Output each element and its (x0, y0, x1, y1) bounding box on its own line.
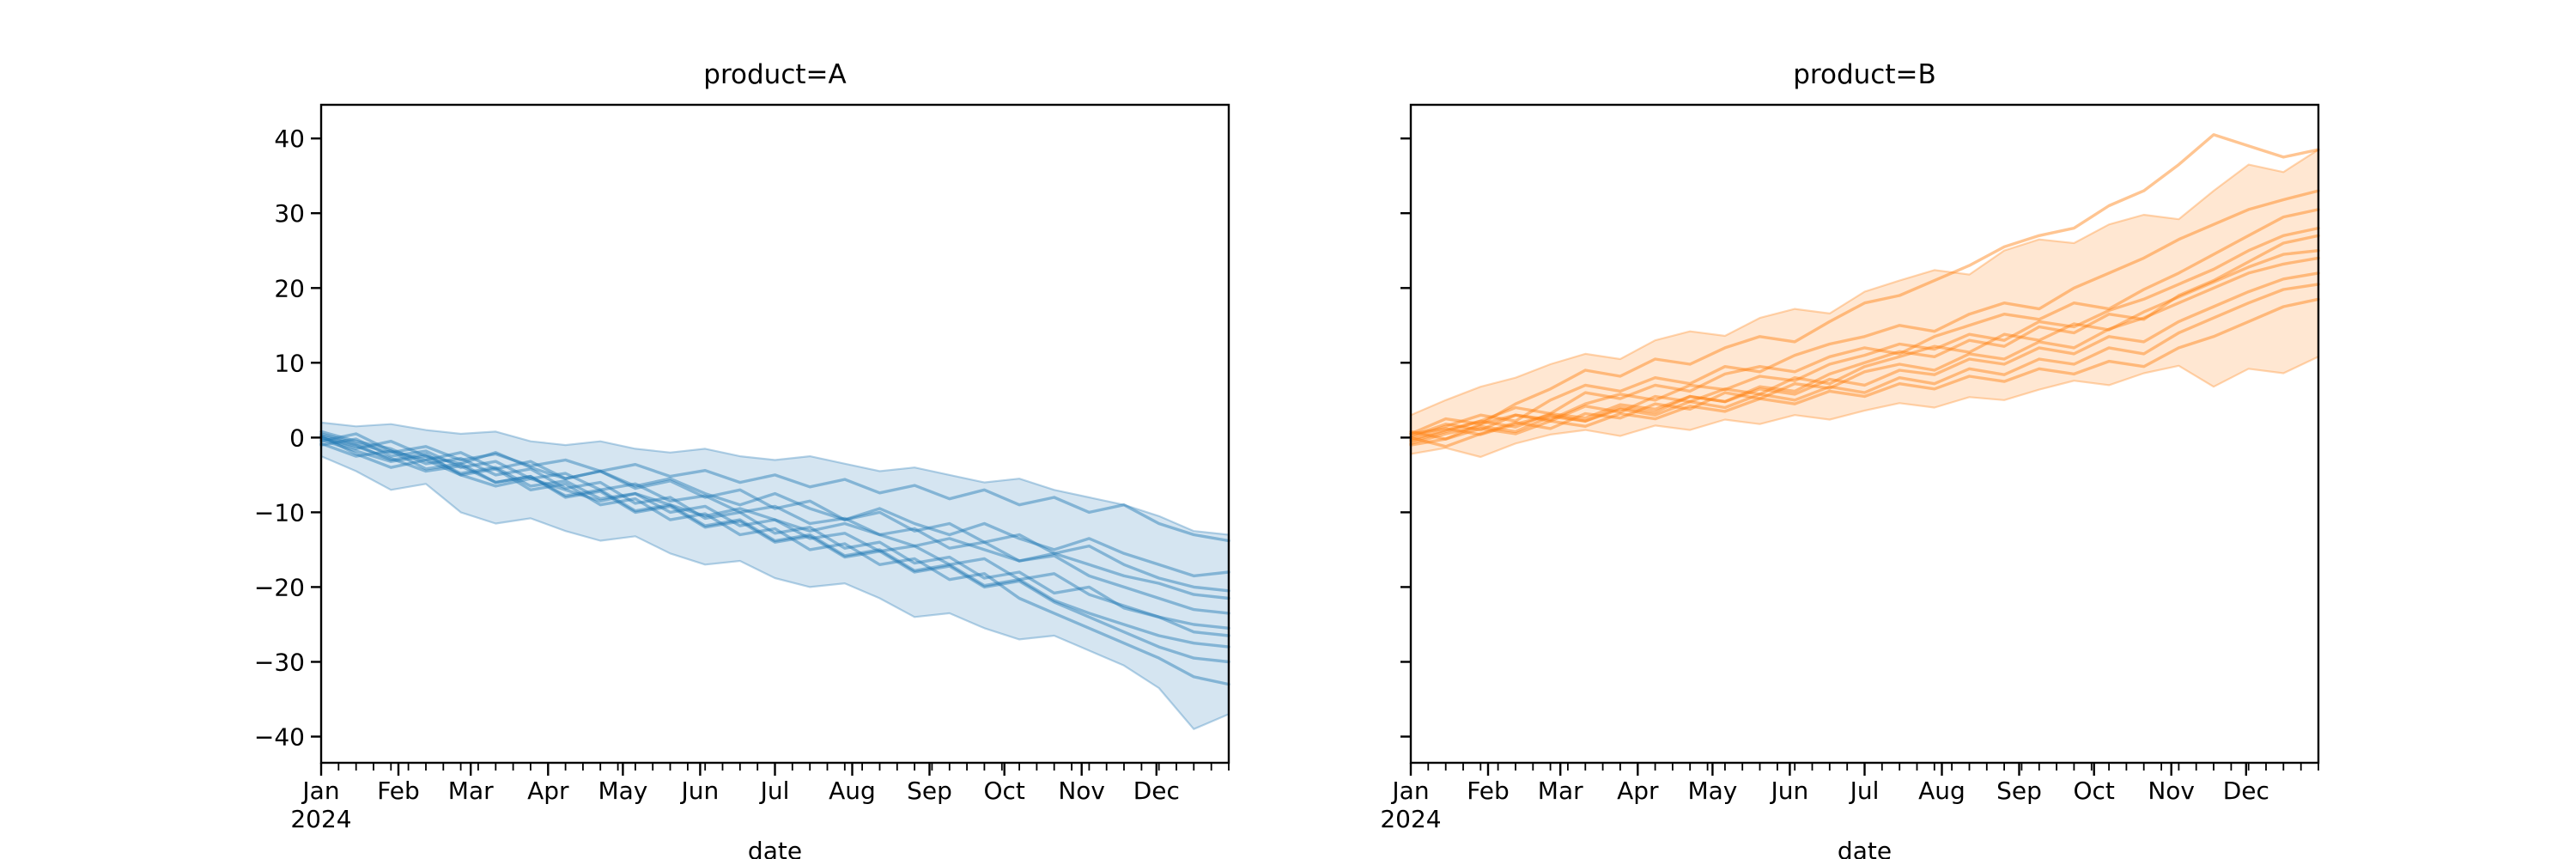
x-tick-label: May (1687, 777, 1737, 805)
x-tick-month: Jun (680, 777, 720, 805)
y-tick-label: 0 (289, 423, 305, 452)
series-line (319, 436, 1230, 578)
series-line (319, 436, 1230, 649)
x-tick-month: Mar (1538, 777, 1583, 805)
x-tick-label: Jun (1770, 777, 1809, 805)
series-line (319, 437, 1230, 615)
axes-spines (319, 103, 1230, 765)
x-tick-month: Jun (1770, 777, 1809, 805)
x-tick-label: Apr (527, 777, 569, 805)
x-tick-month: Feb (1467, 777, 1510, 805)
axes-spines (1409, 103, 2320, 765)
y-tick-label: 10 (274, 349, 305, 377)
x-tick-label: Dec (1133, 777, 1180, 805)
x-tick-month: Dec (1133, 777, 1180, 805)
x-tick-month: Nov (2148, 777, 2195, 805)
series-line (1409, 226, 2320, 441)
series-line (1409, 234, 2320, 445)
series-line (1409, 133, 2320, 436)
subplot-b: Jan 2024 Feb Mar Apr May Jun Jul Aug Sep Oct Nov Dec (1380, 103, 2320, 833)
subplot-b-xaxis-label: date (1837, 837, 1893, 859)
series-line (319, 430, 1230, 630)
x-tick-label: Jun (680, 777, 720, 805)
x-tick-month: Sep (907, 777, 952, 805)
x-tick-label: Aug (829, 777, 876, 805)
subplot-a-title: product=A (703, 59, 847, 90)
x-tick-label: Oct (2073, 777, 2114, 805)
x-tick-label: May (598, 777, 647, 805)
x-tick-month: May (598, 777, 647, 805)
x-tick-month: Jul (1849, 777, 1880, 805)
y-tick-label: 20 (274, 274, 305, 302)
x-tick-month: Nov (1058, 777, 1105, 805)
x-tick-label: Apr (1617, 777, 1659, 805)
series-line (319, 434, 1230, 600)
series-line (1409, 208, 2320, 443)
series-line (1409, 271, 2320, 442)
x-tick-month: Apr (527, 777, 569, 805)
x-tick-month: Aug (1918, 777, 1965, 805)
x-tick-month: Jan (1390, 777, 1429, 805)
subplot-a: Jan 2024 Feb Mar Apr May Jun Jul Aug Sep Oct Nov Dec… (254, 103, 1230, 833)
series-line (319, 442, 1230, 664)
series-line (319, 432, 1230, 593)
subplot-a-xaxis-label: date (747, 837, 803, 859)
y-tick-label: −10 (254, 498, 305, 527)
x-tick-month: Dec (2223, 777, 2269, 805)
x-tick-label: Aug (1918, 777, 1965, 805)
x-tick-label: Feb (377, 777, 420, 805)
y-tick-label: 40 (274, 125, 305, 153)
x-tick-label: Mar (448, 777, 494, 805)
x-tick-month: Jan (301, 777, 339, 805)
x-tick-month: Mar (448, 777, 494, 805)
x-tick-month: Aug (829, 777, 876, 805)
y-tick-label: −30 (254, 649, 305, 677)
x-tick-month: Oct (2073, 777, 2114, 805)
series-line (1409, 297, 2320, 447)
x-tick-label: Sep (907, 777, 952, 805)
y-tick-label: −40 (254, 723, 305, 752)
x-tick-label: Oct (983, 777, 1024, 805)
x-tick-month: Oct (983, 777, 1024, 805)
series-line (1409, 189, 2320, 440)
subplot-b-title: product=B (1793, 59, 1936, 90)
x-tick-label: Feb (1467, 777, 1510, 805)
x-tick-label: Dec (2223, 777, 2269, 805)
series-line (1409, 249, 2320, 438)
series-line (319, 438, 1230, 637)
x-tick-label: Jan 2024 (1380, 777, 1441, 833)
x-tick-month: Jul (759, 777, 790, 805)
x-tick-month: May (1687, 777, 1737, 805)
x-tick-label: Mar (1538, 777, 1583, 805)
y-tick-label: −20 (254, 573, 305, 601)
x-tick-label: Nov (1058, 777, 1105, 805)
series-line (319, 434, 1230, 686)
x-tick-label: Jul (1849, 777, 1880, 805)
x-tick-label: Jul (759, 777, 790, 805)
x-tick-year: 2024 (1380, 805, 1441, 833)
y-tick-label: 30 (274, 199, 305, 228)
series-line (1409, 256, 2320, 448)
x-tick-month: Sep (1996, 777, 2042, 805)
series-line (1409, 283, 2320, 436)
x-tick-label: Jan 2024 (290, 777, 351, 833)
x-tick-label: Sep (1996, 777, 2042, 805)
x-tick-month: Apr (1617, 777, 1659, 805)
x-tick-year: 2024 (290, 805, 351, 833)
x-tick-month: Feb (377, 777, 420, 805)
x-tick-label: Nov (2148, 777, 2195, 805)
series-line (319, 432, 1230, 543)
